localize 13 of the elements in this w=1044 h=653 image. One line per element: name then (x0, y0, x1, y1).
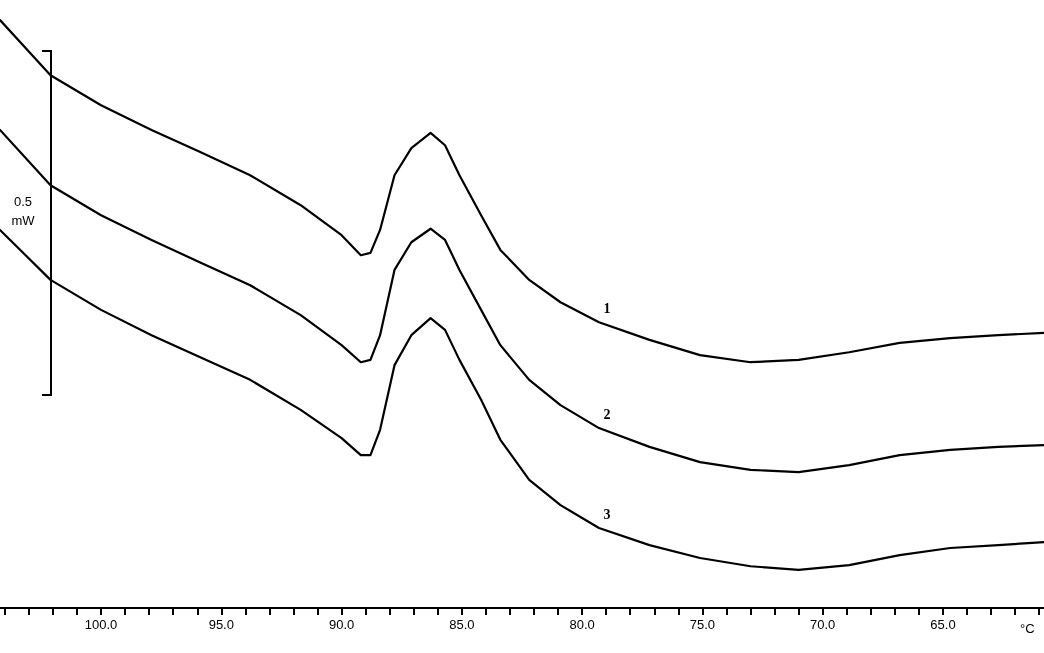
x-tick-label: 80.0 (569, 617, 595, 632)
x-tick-label: 70.0 (810, 617, 836, 632)
x-tick-label: 75.0 (689, 617, 716, 632)
x-tick-label: 100.0 (84, 617, 118, 632)
series-label: 2 (603, 406, 611, 422)
x-tick-label: 90.0 (328, 617, 355, 632)
x-tick-label: 85.0 (449, 617, 475, 632)
x-tick-label: 65.0 (930, 617, 956, 632)
series-label: 1 (603, 300, 611, 316)
x-tick-label: 95.0 (208, 617, 234, 632)
series-label: 3 (603, 506, 611, 522)
x-axis-title: °C (1020, 621, 1035, 636)
annotation: 0.5 mW (10, 193, 36, 230)
